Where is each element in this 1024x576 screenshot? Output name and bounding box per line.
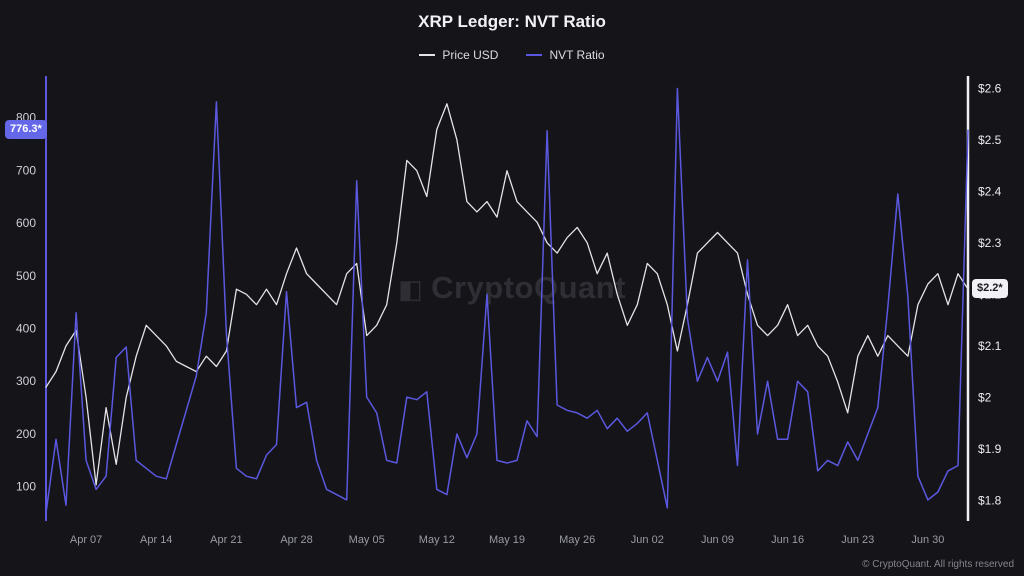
right-axis-tick-label: $2 xyxy=(978,390,992,404)
legend: Price USD NVT Ratio xyxy=(0,48,1024,62)
right-axis-tick-label: $1.8 xyxy=(978,493,1002,507)
x-axis-tick-label: Apr 21 xyxy=(210,534,242,546)
left-axis-tick-label: 300 xyxy=(16,374,36,388)
legend-item-price-usd[interactable]: Price USD xyxy=(419,48,498,62)
x-axis-tick-label: Jun 30 xyxy=(911,534,944,546)
nvt-line-swatch-icon xyxy=(526,54,543,56)
x-axis-tick-label: May 26 xyxy=(559,534,595,546)
price-line-swatch-icon xyxy=(419,54,436,56)
chart-title: XRP Ledger: NVT Ratio xyxy=(418,12,606,31)
x-axis-tick-label: Jun 02 xyxy=(631,534,664,546)
legend-label-nvt-ratio: NVT Ratio xyxy=(549,48,605,62)
left-axis-tick-label: 600 xyxy=(16,216,36,230)
legend-item-nvt-ratio[interactable]: NVT Ratio xyxy=(526,48,605,62)
x-axis-tick-label: Apr 14 xyxy=(140,534,172,546)
right-axis-tick-label: $2.4 xyxy=(978,184,1002,198)
watermark: ◧ CryptoQuant xyxy=(0,270,1024,306)
copyright-text: © CryptoQuant. All rights reserved xyxy=(862,559,1014,570)
cryptoquant-logo-icon: ◧ xyxy=(397,274,424,304)
x-axis-tick-label: May 12 xyxy=(419,534,455,546)
left-axis-tick-label: 400 xyxy=(16,322,36,336)
legend-label-price-usd: Price USD xyxy=(442,48,499,62)
right-axis-tick-label: $2.5 xyxy=(978,133,1002,147)
price-usd-line xyxy=(45,103,969,486)
watermark-text: CryptoQuant xyxy=(431,270,626,305)
left-axis-latest-badge: 776.3* xyxy=(5,120,47,140)
x-axis-tick-label: Jun 23 xyxy=(841,534,874,546)
left-axis-tick-label: 200 xyxy=(16,427,36,441)
right-axis-tick-label: $2.3 xyxy=(978,236,1002,250)
x-axis-tick-label: Jun 16 xyxy=(771,534,804,546)
nvt-ratio-line xyxy=(45,87,969,514)
right-axis-tick-label: $1.9 xyxy=(978,442,1002,456)
x-axis-tick-label: Apr 28 xyxy=(280,534,312,546)
left-axis-tick-label: 500 xyxy=(16,269,36,283)
right-axis-latest-badge: $2.2* xyxy=(972,279,1008,299)
right-axis-tick-label: $2.1 xyxy=(978,339,1002,353)
right-axis-tick-label: $2.6 xyxy=(978,81,1002,95)
x-axis-tick-label: Apr 07 xyxy=(70,534,102,546)
x-axis-tick-label: May 05 xyxy=(349,534,385,546)
x-axis-tick-label: Jun 09 xyxy=(701,534,734,546)
x-axis-tick-label: May 19 xyxy=(489,534,525,546)
left-axis-tick-label: 100 xyxy=(16,480,36,494)
left-axis-tick-label: 700 xyxy=(16,163,36,177)
